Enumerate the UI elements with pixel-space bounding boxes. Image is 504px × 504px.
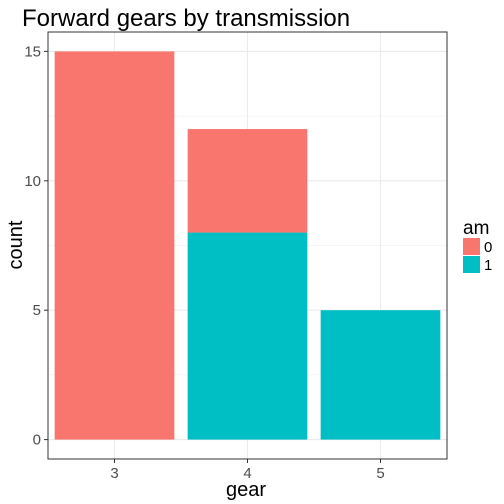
bar-4-am-1 <box>187 232 308 440</box>
legend: am 01 <box>463 218 492 274</box>
legend-label-0: 0 <box>484 239 492 256</box>
bar-5-am-1 <box>320 310 441 440</box>
panel-border <box>47 31 448 460</box>
x-tick-label: 3 <box>110 465 118 482</box>
y-axis-title: count <box>5 220 27 269</box>
x-tick-label: 4 <box>243 465 251 482</box>
legend-key-0 <box>463 238 480 255</box>
bar-3-am-0 <box>54 51 175 440</box>
plot-panel: 0 5 10 15 3 4 5 <box>24 31 448 482</box>
y-tick-label: 0 <box>33 432 41 449</box>
x-tick-label: 5 <box>376 465 384 482</box>
y-tick-label: 5 <box>33 302 41 319</box>
legend-title: am <box>463 218 489 239</box>
legend-label-1: 1 <box>484 257 492 274</box>
bar-4-am-0 <box>187 129 308 233</box>
y-tick-label: 15 <box>24 43 41 60</box>
x-axis-title: gear <box>226 479 266 501</box>
legend-key-1 <box>463 256 480 273</box>
chart-title: Forward gears by transmission <box>22 5 350 32</box>
y-tick-label: 10 <box>24 173 41 190</box>
